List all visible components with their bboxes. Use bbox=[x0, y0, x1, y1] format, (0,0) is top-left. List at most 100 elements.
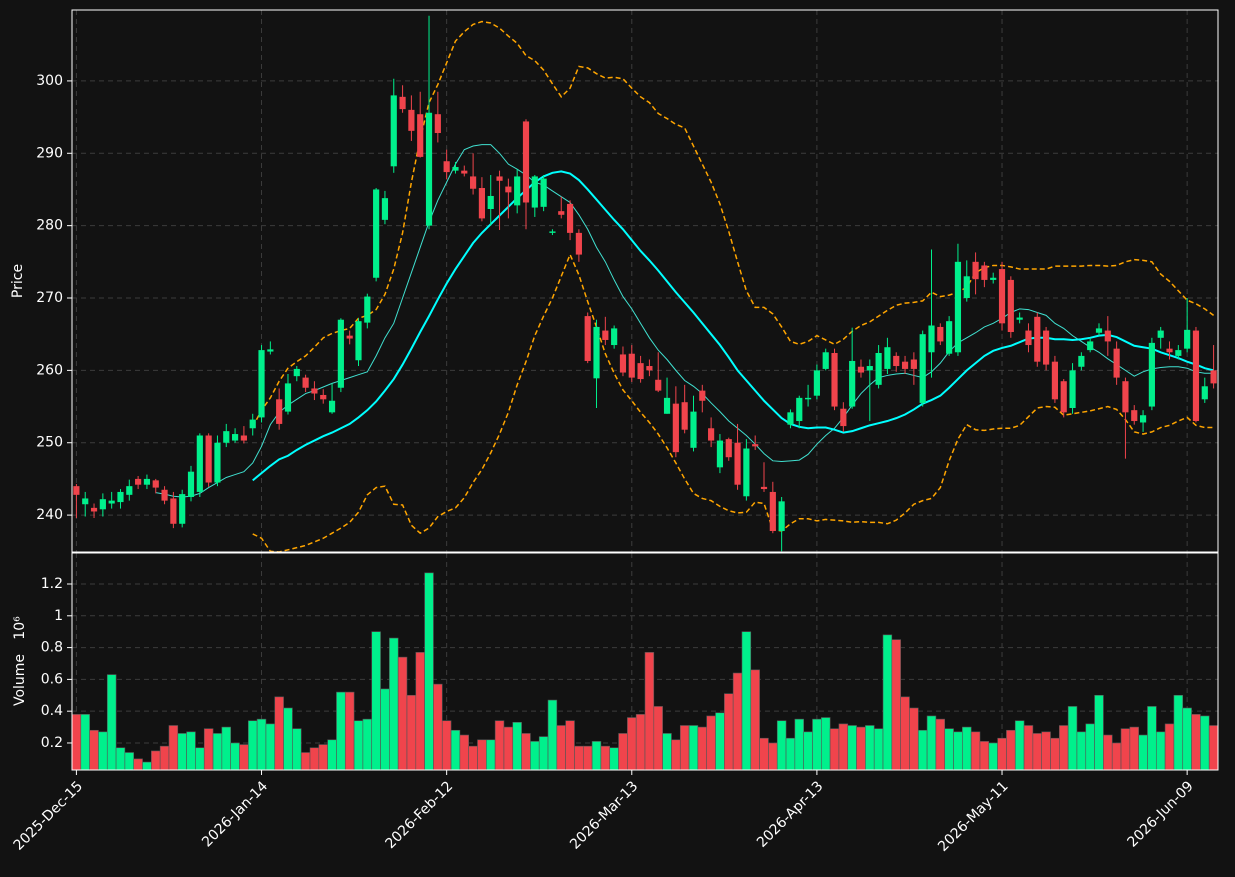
volume-bar bbox=[459, 734, 469, 771]
volume-bar bbox=[292, 728, 302, 771]
volume-bar bbox=[433, 683, 443, 771]
candle-body bbox=[998, 269, 1006, 324]
y-tick-label: 240 bbox=[36, 507, 63, 523]
volume-bar bbox=[768, 742, 778, 771]
volume-bar bbox=[565, 720, 575, 771]
candle-body bbox=[672, 403, 679, 453]
y-tick-label: 0.6 bbox=[41, 671, 63, 687]
candle-body bbox=[628, 353, 635, 378]
candle-body bbox=[99, 499, 106, 510]
candle-body bbox=[708, 428, 715, 441]
candle-body bbox=[946, 321, 953, 354]
candle-body bbox=[179, 494, 186, 524]
candle-body bbox=[857, 366, 865, 373]
volume-bar bbox=[865, 725, 875, 771]
volume-bar bbox=[336, 691, 346, 771]
candle-body bbox=[505, 186, 512, 193]
candle-body bbox=[1007, 279, 1014, 333]
volume-bar bbox=[1138, 734, 1148, 771]
volume-bar bbox=[856, 726, 866, 771]
volume-bar bbox=[1155, 731, 1166, 771]
volume-bar bbox=[574, 745, 584, 771]
volume-bar bbox=[1191, 714, 1201, 771]
volume-bar bbox=[873, 728, 884, 771]
candle-body bbox=[725, 439, 732, 458]
volume-bar bbox=[477, 739, 487, 771]
price-axis-label: Price bbox=[10, 264, 26, 298]
volume-bar bbox=[1050, 737, 1060, 771]
volume-bar bbox=[909, 707, 919, 771]
volume-bar bbox=[1147, 706, 1157, 771]
candle-body bbox=[522, 121, 530, 203]
volume-bar bbox=[706, 715, 716, 771]
volume-bar bbox=[80, 714, 90, 771]
candle-body bbox=[390, 95, 397, 167]
volume-bar bbox=[1041, 731, 1051, 771]
candle-body bbox=[954, 261, 962, 353]
volume-bar bbox=[203, 728, 214, 771]
axes-frame bbox=[71, 552, 1219, 771]
candle-body bbox=[328, 400, 336, 413]
volume-bar bbox=[1014, 720, 1025, 771]
candle-body bbox=[566, 203, 574, 233]
candle-body bbox=[1069, 370, 1076, 408]
candle-body bbox=[831, 353, 838, 407]
candle-body bbox=[655, 379, 662, 391]
volume-axis-label: Volume bbox=[12, 654, 28, 706]
candle-body bbox=[452, 167, 459, 171]
volume-bar bbox=[142, 761, 152, 771]
volume-bar bbox=[1076, 731, 1087, 771]
candle-body bbox=[875, 353, 882, 385]
candle-body bbox=[663, 397, 671, 414]
candle-body bbox=[161, 489, 168, 501]
candle-body bbox=[470, 176, 477, 189]
volume-bar bbox=[944, 728, 954, 771]
candle-body bbox=[813, 370, 820, 396]
candle-body bbox=[884, 347, 891, 369]
volume-bar bbox=[380, 688, 390, 771]
candle-body bbox=[778, 501, 785, 532]
candle-body bbox=[117, 491, 124, 503]
volume-bar bbox=[133, 758, 143, 771]
volume-bar bbox=[635, 714, 646, 771]
volume-bar bbox=[979, 741, 990, 771]
candle-body bbox=[364, 296, 371, 323]
volume-bar bbox=[300, 752, 311, 771]
axes-frame bbox=[71, 9, 1219, 553]
candle-body bbox=[1043, 330, 1050, 365]
candle-body bbox=[126, 486, 133, 495]
volume-bar bbox=[362, 718, 373, 771]
volume-bar bbox=[829, 728, 840, 771]
volume-bar bbox=[556, 725, 566, 771]
volume-bar bbox=[441, 720, 452, 771]
candle-body bbox=[284, 383, 292, 412]
candle-body bbox=[893, 355, 900, 367]
volume-bar bbox=[212, 733, 223, 771]
candle-body bbox=[108, 500, 115, 504]
volume-bar bbox=[732, 672, 743, 771]
candle-body bbox=[787, 412, 794, 425]
y-tick-label: 0.4 bbox=[41, 703, 63, 719]
candle-body bbox=[593, 326, 600, 379]
volume-bar bbox=[838, 723, 849, 771]
volume-bar bbox=[1032, 733, 1042, 771]
volume-bar bbox=[1173, 694, 1184, 771]
volume-bar bbox=[1085, 723, 1095, 771]
volume-bar bbox=[248, 720, 258, 771]
volume-bar bbox=[1067, 706, 1078, 771]
volume-bar bbox=[318, 744, 328, 771]
volume-bar bbox=[582, 745, 593, 771]
candle-body bbox=[981, 265, 988, 280]
candle-body bbox=[1060, 381, 1067, 413]
candle-body bbox=[267, 349, 274, 352]
candle-body bbox=[293, 368, 300, 377]
volume-bar bbox=[591, 741, 602, 771]
candle-body bbox=[1025, 330, 1032, 346]
candle-body bbox=[487, 195, 494, 209]
volume-bar bbox=[195, 747, 205, 771]
volume-bar bbox=[512, 722, 522, 771]
candle-body bbox=[478, 188, 486, 219]
candle-body bbox=[619, 354, 627, 373]
candle-body bbox=[1201, 386, 1208, 400]
volume-bar bbox=[600, 745, 611, 771]
